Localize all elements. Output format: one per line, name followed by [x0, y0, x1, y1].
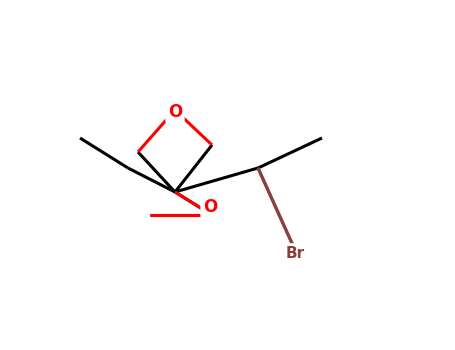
Text: Br: Br [285, 245, 304, 260]
Text: O: O [203, 198, 217, 216]
Text: O: O [168, 103, 182, 121]
